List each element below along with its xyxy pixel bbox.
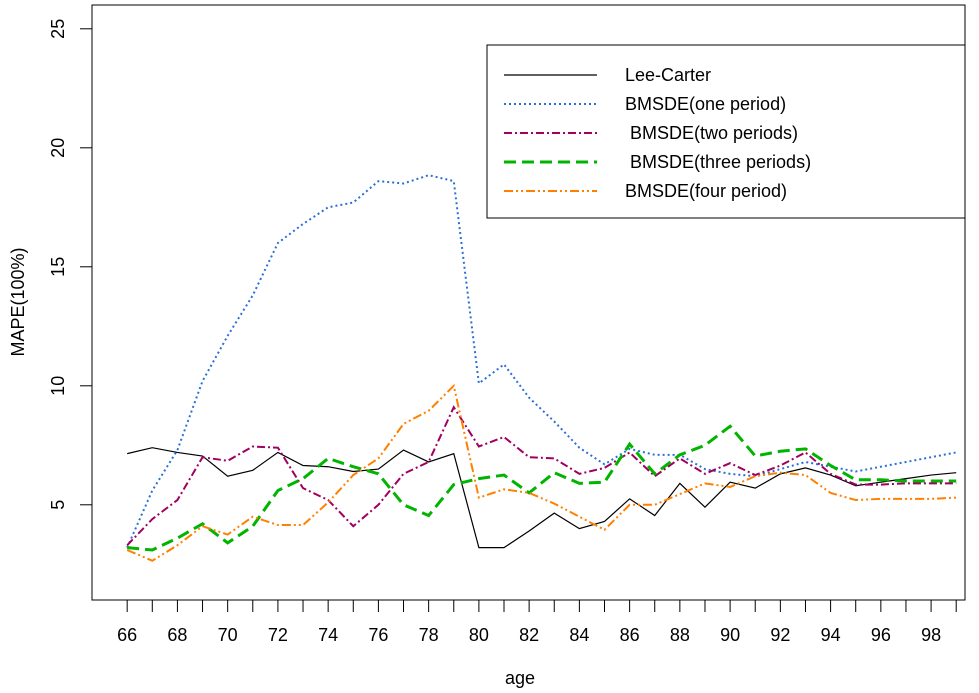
- x-tick-label: 76: [368, 625, 388, 645]
- x-tick-label: 98: [921, 625, 941, 645]
- x-tick-label: 96: [871, 625, 891, 645]
- legend-label: BMSDE(four period): [625, 181, 787, 201]
- x-tick-label: 84: [569, 625, 589, 645]
- legend-label: BMSDE(one period): [625, 94, 786, 114]
- series-line: [127, 447, 957, 549]
- y-axis-label: MAPE(100%): [8, 247, 28, 356]
- plot-frame: [91, 4, 966, 601]
- series-line: [127, 424, 957, 552]
- series-line: [126, 405, 957, 546]
- x-tick-label: 88: [670, 625, 690, 645]
- x-tick-label: 78: [419, 625, 439, 645]
- x-tick-label: 80: [469, 625, 489, 645]
- x-tick-label: 82: [519, 625, 539, 645]
- x-tick-label: 92: [770, 625, 790, 645]
- y-tick-label: 5: [48, 500, 68, 510]
- legend-label: BMSDE(two periods): [625, 123, 798, 143]
- x-tick-label: 68: [167, 625, 187, 645]
- legend-label: BMSDE(three periods): [625, 152, 811, 172]
- y-tick-label: 20: [48, 138, 68, 158]
- x-tick-label: 74: [318, 625, 338, 645]
- x-tick-label: 90: [720, 625, 740, 645]
- x-tick-label: 72: [268, 625, 288, 645]
- series-line: [126, 383, 957, 562]
- x-tick-label: 86: [620, 625, 640, 645]
- series-line: [126, 174, 957, 549]
- legend-box: [486, 44, 966, 219]
- x-axis-label: age: [505, 668, 535, 688]
- x-tick-label: 70: [218, 625, 238, 645]
- y-tick-label: 25: [48, 19, 68, 39]
- y-tick-label: 10: [48, 376, 68, 396]
- x-tick-label: 66: [117, 625, 137, 645]
- x-tick-label: 94: [821, 625, 841, 645]
- legend-label: Lee-Carter: [625, 65, 711, 85]
- y-tick-label: 15: [48, 257, 68, 277]
